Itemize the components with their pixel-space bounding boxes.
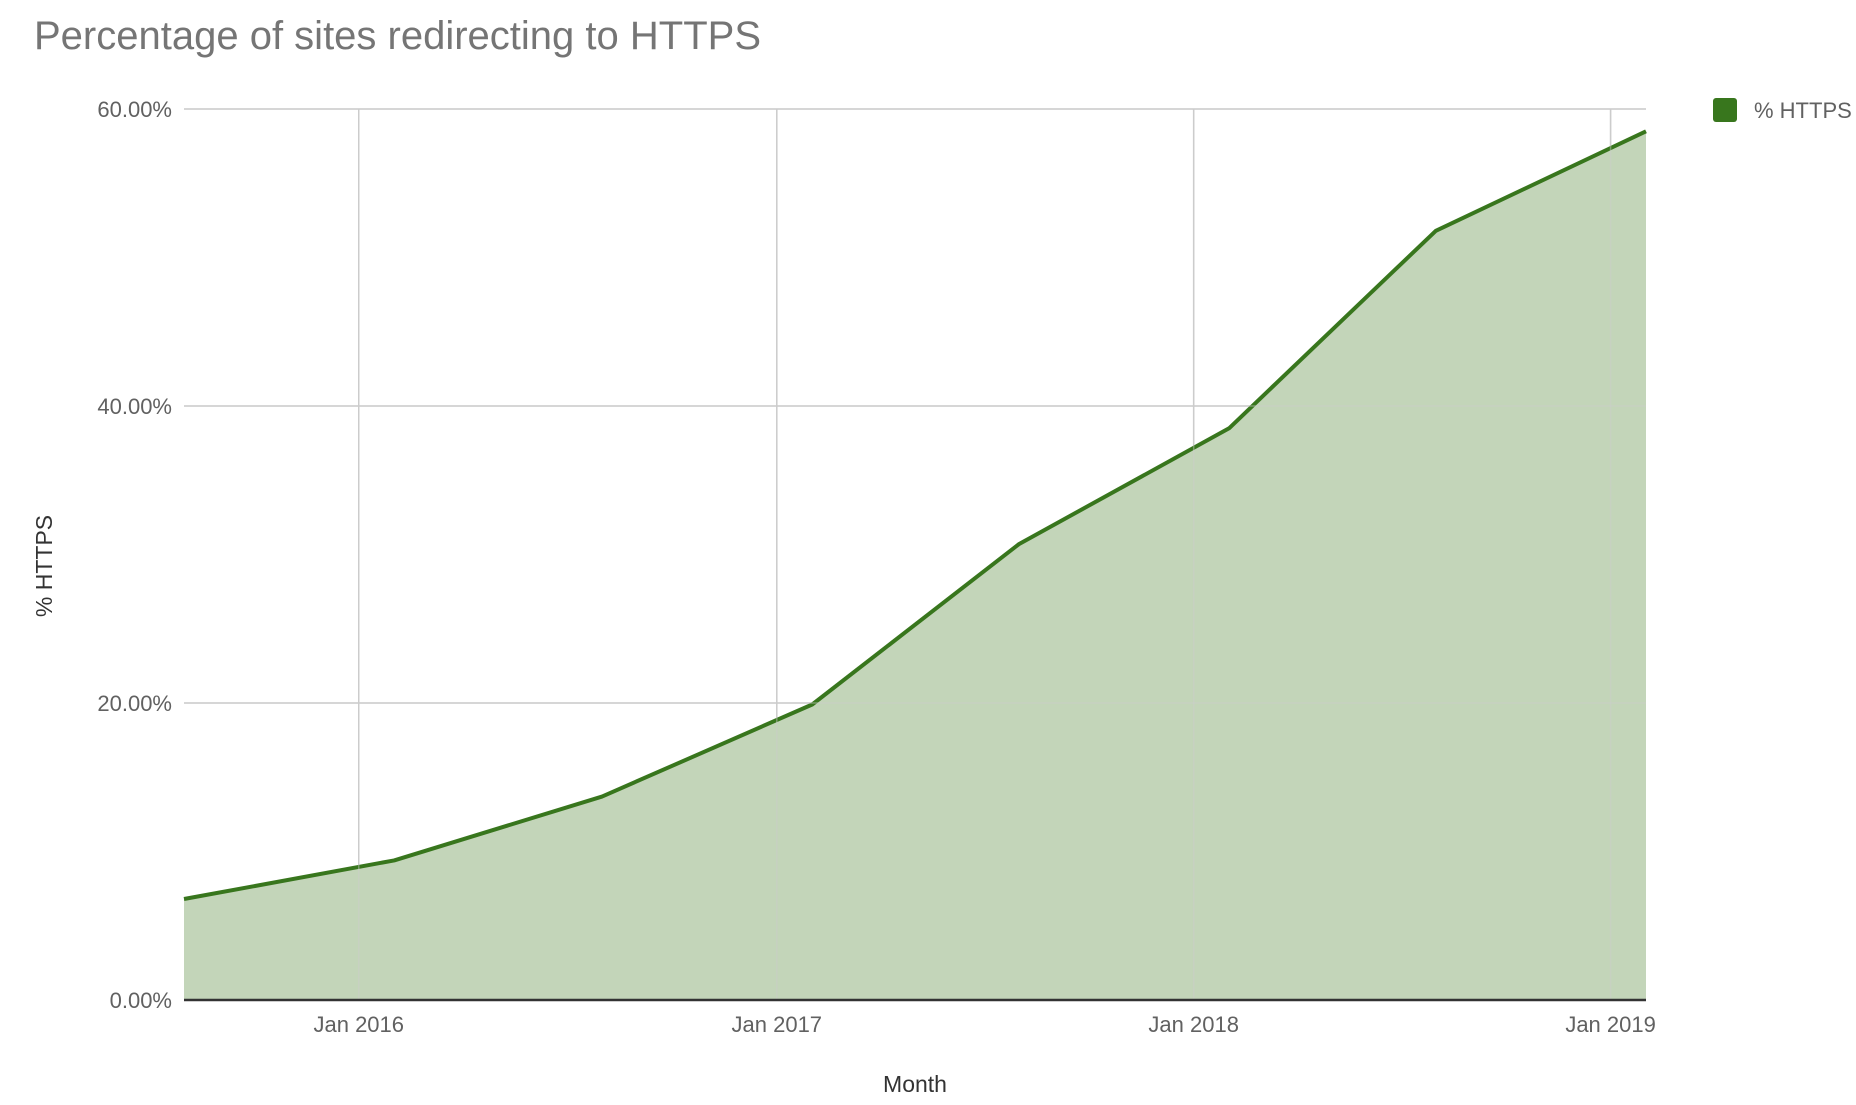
y-tick-label: 40.00% (97, 394, 172, 419)
legend-swatch (1713, 98, 1737, 122)
y-tick-label: 0.00% (110, 988, 172, 1013)
legend: % HTTPS (1713, 98, 1852, 123)
grid-overlay (184, 108, 1646, 1000)
x-tick-label: Jan 2018 (1148, 1012, 1239, 1037)
x-axis-title: Month (883, 1071, 947, 1097)
x-tick-label: Jan 2016 (313, 1012, 404, 1037)
series-line (183, 129, 1647, 901)
x-tick-label: Jan 2019 (1565, 1012, 1656, 1037)
y-axis-title: % HTTPS (31, 515, 57, 617)
area-layer (183, 129, 1647, 1000)
x-tick-label: Jan 2017 (732, 1012, 823, 1037)
chart-title: Percentage of sites redirecting to HTTPS (34, 14, 761, 58)
y-tick-label: 20.00% (97, 691, 172, 716)
y-tick-label: 60.00% (97, 97, 172, 122)
tick-labels: 0.00% 20.00% 40.00% 60.00% Jan 2016 Jan 2017 J… (97, 97, 1655, 1037)
series-area (184, 131, 1646, 1000)
legend-label: % HTTPS (1754, 98, 1852, 123)
